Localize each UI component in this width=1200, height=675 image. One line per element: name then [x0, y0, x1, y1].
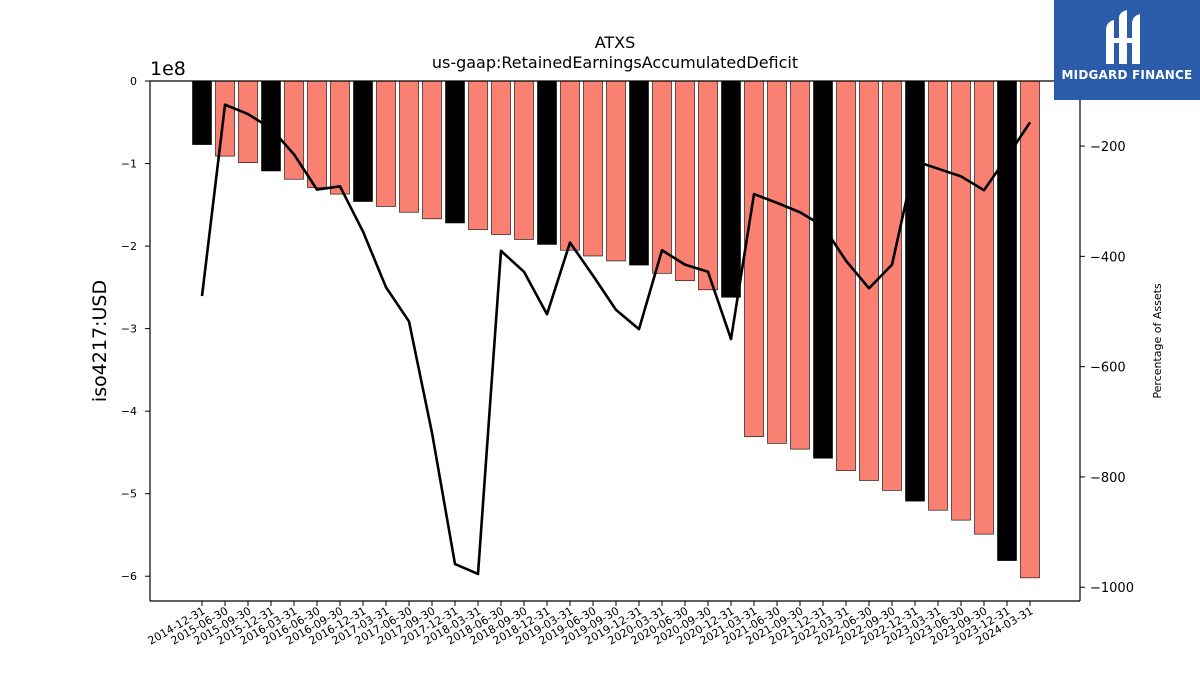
- bar-2021-06-30: [767, 80, 787, 444]
- bar-2017-03-31: [376, 80, 396, 207]
- y2-axis-ticks: −200 −400 −600 −800 −1000: [1080, 140, 1134, 596]
- y-tick-label: −3: [121, 323, 137, 336]
- bar-2018-06-30: [491, 80, 511, 235]
- bar-2016-12-31: [353, 80, 373, 202]
- y-axis-label: iso4217:USD: [89, 280, 111, 402]
- bar-2015-06-30: [215, 80, 235, 157]
- y2-tick-label: −200: [1090, 140, 1126, 155]
- bar-2024-03-31: [1020, 80, 1040, 579]
- bar-2015-12-31: [261, 80, 281, 172]
- bar-2022-03-31: [836, 80, 856, 471]
- y-scale-label: 1e8: [150, 58, 186, 80]
- y2-tick-label: −600: [1090, 361, 1126, 376]
- y-tick-label: −2: [121, 240, 137, 253]
- bar-2017-09-30: [422, 80, 442, 220]
- bar-2019-06-30: [583, 80, 603, 257]
- bar-2021-03-31: [744, 80, 764, 438]
- y2-tick-label: −1000: [1090, 581, 1134, 596]
- bar-2018-12-31: [537, 80, 557, 245]
- brand-name: MIDGARD FINANCE: [1061, 68, 1193, 82]
- bar-2022-12-31: [905, 80, 925, 502]
- bar-2016-09-30: [330, 80, 350, 195]
- bar-2020-06-30: [675, 80, 695, 282]
- bar-series: [192, 80, 1040, 579]
- bar-2014-12-31: [192, 80, 212, 145]
- bar-2023-06-30: [951, 80, 971, 521]
- y-tick-label: −6: [121, 570, 137, 583]
- y-axis-ticks: 0 −1 −2 −3 −4 −5 −6: [121, 75, 150, 583]
- bar-2021-09-30: [790, 80, 810, 450]
- chart-subtitle: us-gaap:RetainedEarningsAccumulatedDefic…: [432, 53, 798, 72]
- y2-axis-label: Percentage of Assets: [1151, 283, 1164, 399]
- y-tick-label: −4: [121, 405, 137, 418]
- bar-2016-06-30: [307, 80, 327, 188]
- y-tick-label: −5: [121, 488, 137, 501]
- bar-2022-09-30: [882, 80, 902, 491]
- y-tick-label: −1: [121, 158, 137, 171]
- chart-title: ATXS: [595, 33, 636, 52]
- bar-2020-03-31: [652, 80, 672, 274]
- bar-2018-09-30: [514, 80, 534, 240]
- bar-2023-12-31: [997, 80, 1017, 561]
- bar-2018-03-31: [468, 80, 488, 230]
- bar-2015-09-30: [238, 80, 258, 164]
- x-axis-ticks: 2014-12-312015-06-302015-09-302015-12-31…: [146, 601, 1036, 648]
- y-tick-label: 0: [130, 75, 137, 88]
- percentage-of-assets-line: [200, 103, 1032, 576]
- brand-logo: MIDGARD FINANCE: [1054, 0, 1200, 100]
- y2-tick-label: −800: [1090, 471, 1126, 486]
- bar-2019-12-31: [629, 80, 649, 266]
- line-series: [200, 103, 1032, 576]
- bar-2020-12-31: [721, 80, 741, 298]
- midgard-logo-icon: [1106, 10, 1140, 64]
- bar-2020-09-30: [698, 80, 718, 291]
- bar-2017-12-31: [445, 80, 465, 224]
- bar-2019-03-31: [560, 80, 580, 251]
- bar-2023-09-30: [974, 80, 994, 535]
- y2-tick-label: −400: [1090, 250, 1126, 265]
- bar-2019-09-30: [606, 80, 626, 262]
- bar-2017-06-30: [399, 80, 419, 213]
- bar-2021-12-31: [813, 80, 833, 459]
- bar-2023-03-31: [928, 80, 948, 511]
